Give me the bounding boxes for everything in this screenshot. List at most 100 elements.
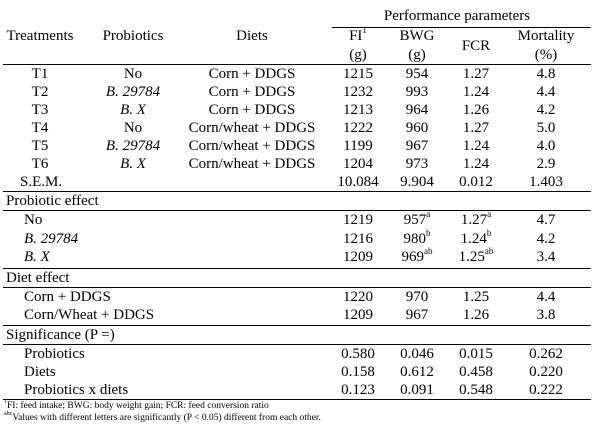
treatment-id-text: T4 — [31, 120, 49, 136]
probiotic-effect-bottom-rule — [3, 268, 591, 269]
significance-rule — [3, 344, 591, 345]
probiotic-effect-fi: 1209 — [328, 248, 388, 266]
value-fcr: 1.26 — [446, 101, 506, 119]
significance-mortality: 0.220 — [506, 363, 586, 381]
probiotic-effect-label-text: No — [24, 212, 43, 228]
treatment-probiotic-text: B. X — [120, 102, 146, 118]
diet-effect-title: Diet effect — [6, 269, 69, 287]
value-fi-text: 1222 — [343, 120, 373, 136]
header-fi: FI1 — [328, 26, 388, 45]
value-fcr: 1.24 — [446, 83, 506, 101]
header-bwg-unit: (g) — [387, 46, 447, 64]
diet-effect-bwg-text: 967 — [405, 307, 429, 323]
treatment-diet-text: Corn + DDGS — [208, 66, 296, 82]
probiotic-effect-fcr: 1.27a — [446, 210, 506, 229]
value-fcr: 1.27 — [446, 65, 506, 83]
diet-effect-fi: 1209 — [328, 306, 388, 324]
significance-mortality-text: 0.262 — [529, 346, 563, 362]
treatment-diet: Corn + DDGS — [172, 83, 332, 101]
probiotic-effect-bwg-sup: ab — [424, 246, 433, 256]
value-mortality-text: 4.2 — [536, 102, 556, 118]
significance-fcr-text: 0.015 — [459, 346, 493, 362]
value-fcr: 1.27 — [446, 119, 506, 137]
header-mortality: Mortality — [506, 27, 586, 45]
treatment-diet: Corn/wheat + DDGS — [172, 155, 332, 173]
significance-bwg: 0.612 — [387, 363, 447, 381]
header-probiotics: Probiotics — [88, 27, 178, 45]
probiotic-effect-mortality: 4.2 — [506, 230, 586, 248]
footnote-significance-text: Values with different letters are signif… — [12, 413, 321, 423]
header-treatments-text: Treatments — [6, 28, 74, 44]
significance-fcr-text: 0.458 — [459, 364, 493, 380]
treatment-id: T4 — [0, 119, 85, 137]
probiotic-effect-title: Probiotic effect — [6, 192, 99, 210]
value-bwg-text: 964 — [405, 102, 429, 118]
sem-mortality: 1.403 — [506, 173, 586, 191]
value-fi-text: 1215 — [343, 66, 373, 82]
sem-bwg: 9.904 — [387, 173, 447, 191]
probiotic-effect-bwg-sup: a — [426, 209, 431, 219]
diet-effect-fcr-text: 1.26 — [462, 307, 490, 323]
header-group-title-text: Performance parameters — [383, 8, 531, 24]
header-group-title: Performance parameters — [347, 7, 567, 25]
significance-fcr: 0.458 — [446, 363, 506, 381]
header-group-rule — [332, 27, 591, 28]
treatment-id-text: T6 — [31, 156, 49, 172]
probiotic-effect-mortality-text: 4.7 — [536, 212, 556, 228]
probiotic-effect-mortality: 4.7 — [506, 211, 586, 229]
value-fcr: 1.24 — [446, 137, 506, 155]
value-fi-text: 1204 — [343, 156, 373, 172]
value-mortality-text: 4.4 — [536, 84, 556, 100]
value-bwg: 993 — [387, 83, 447, 101]
value-fcr-text: 1.27 — [462, 66, 490, 82]
probiotic-effect-bwg-text: 980 — [403, 231, 427, 247]
value-mortality: 5.0 — [506, 119, 586, 137]
header-bwg-text: BWG — [399, 28, 435, 44]
diet-effect-bwg: 967 — [387, 306, 447, 324]
value-bwg-text: 954 — [405, 66, 429, 82]
header-diets-text: Diets — [236, 28, 268, 44]
footnote-significance: abcValues with different letters are sig… — [4, 411, 321, 424]
significance-mortality: 0.222 — [506, 381, 586, 399]
treatment-diet: Corn + DDGS — [172, 65, 332, 83]
treatment-id-text: T5 — [31, 138, 49, 154]
significance-fcr: 0.548 — [446, 381, 506, 399]
header-bwg-unit-text: (g) — [408, 47, 426, 63]
probiotic-effect-bwg: 969ab — [387, 246, 447, 266]
header-fcr: FCR — [446, 37, 506, 55]
sem-fi: 10.084 — [328, 173, 388, 191]
significance-label-text: Diets — [24, 364, 56, 380]
value-mortality-text: 4.0 — [536, 138, 556, 154]
value-bwg-text: 960 — [405, 120, 429, 136]
probiotic-effect-fcr-text: 1.25 — [458, 249, 485, 265]
value-bwg: 954 — [387, 65, 447, 83]
treatment-probiotic: B. 29784 — [88, 83, 178, 101]
significance-title-text: Significance (P =) — [6, 327, 115, 343]
diet-effect-mortality-text: 3.8 — [536, 307, 556, 323]
probiotic-effect-bwg: 980b — [387, 229, 447, 248]
sem-bottom-rule — [3, 191, 591, 192]
header-fcr-text: FCR — [461, 38, 491, 54]
sem-fcr-text: 0.012 — [459, 174, 493, 190]
significance-bwg: 0.046 — [387, 345, 447, 363]
sem-mortality-text: 1.403 — [529, 174, 563, 190]
diet-effect-label-text: Corn + DDGS — [24, 289, 111, 305]
value-mortality: 4.8 — [506, 65, 586, 83]
footnote-abbreviations: 1FI: feed intake; BWG: body weight gain;… — [4, 399, 269, 412]
probiotic-effect-fcr-sup: ab — [484, 246, 494, 256]
treatment-probiotic-text: B. X — [120, 156, 146, 172]
probiotic-effect-label: No — [24, 211, 42, 229]
treatment-probiotic-text: No — [123, 120, 143, 136]
significance-bwg: 0.091 — [387, 381, 447, 399]
probiotic-effect-fcr-text: 1.27 — [460, 212, 488, 228]
significance-fi: 0.123 — [328, 381, 388, 399]
value-mortality: 4.0 — [506, 137, 586, 155]
value-fi: 1232 — [328, 83, 388, 101]
treatment-diet: Corn + DDGS — [172, 101, 332, 119]
probiotic-effect-label: B. X — [24, 248, 50, 266]
value-bwg: 960 — [387, 119, 447, 137]
treatment-probiotic: B. X — [88, 101, 178, 119]
significance-bwg-text: 0.612 — [400, 364, 434, 380]
treatment-id: T3 — [0, 101, 85, 119]
significance-label: Probiotics — [24, 345, 85, 363]
